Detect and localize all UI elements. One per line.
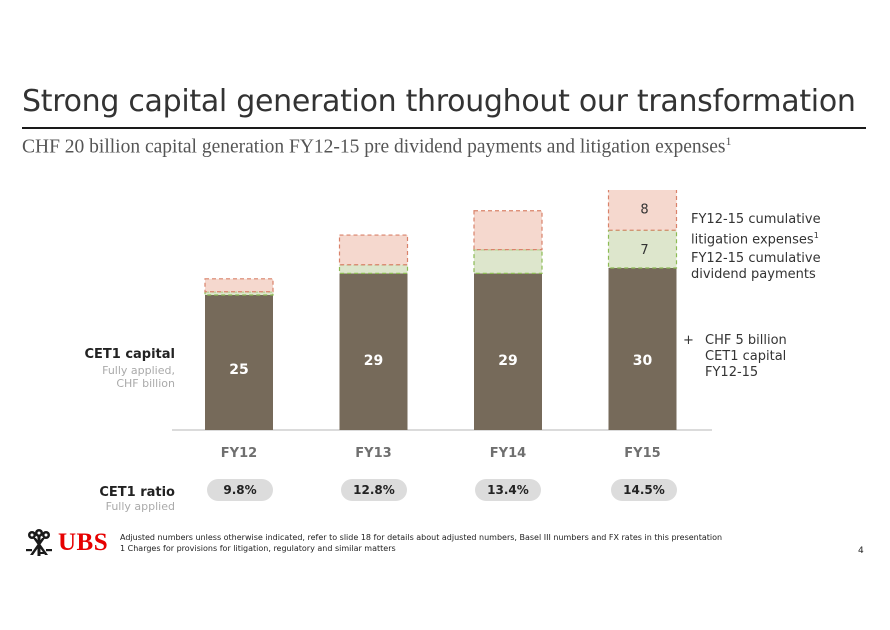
- capital-note-line1: CHF 5 billion: [705, 333, 787, 348]
- legend-dividend: FY12-15 cumulative dividend payments: [691, 251, 821, 283]
- plus-sign: +: [683, 333, 694, 348]
- label-capital-fy12: 25: [229, 362, 248, 378]
- cet1-capital-sublabel-1: Fully applied,: [102, 364, 175, 377]
- capital-note-line3: FY12-15: [705, 365, 759, 380]
- legend-dividend-line1: FY12-15 cumulative: [691, 251, 821, 266]
- capital-bar-chart: 25 FY12 29 FY13 29 FY14 30 7 8 FY15: [172, 190, 712, 461]
- bar-litigation-fy12: [204, 278, 274, 293]
- footnote-line-1: Adjusted numbers unless otherwise indica…: [120, 533, 723, 542]
- bar-dividend-fy15: [607, 229, 678, 269]
- title-divider: [22, 127, 866, 129]
- cet1-capital-sublabel-2: CHF billion: [116, 377, 175, 390]
- page-number: 4: [858, 546, 864, 556]
- ubs-logo-text: UBS: [58, 529, 109, 556]
- category-label-fy12: FY12: [221, 446, 257, 461]
- label-dividend-fy15: 7: [640, 243, 648, 258]
- label-capital-fy13: 29: [364, 353, 383, 369]
- cet1-ratio-label: CET1 ratio: [99, 485, 175, 500]
- bar-capital-fy12: [205, 295, 273, 430]
- label-litigation-fy15: 8: [640, 203, 648, 218]
- category-label-fy14: FY14: [490, 446, 526, 461]
- cet1-ratio-fy13: 12.8%: [341, 479, 407, 501]
- capital-note-line2: CET1 capital: [705, 349, 787, 364]
- bar-capital-fy15: [608, 268, 677, 430]
- bar-dividend-fy12: [204, 291, 274, 296]
- cet1-ratio-fy15: 14.5%: [611, 479, 677, 501]
- category-label-fy13: FY13: [355, 446, 391, 461]
- page-subtitle: CHF 20 billion capital generation FY12-1…: [22, 134, 732, 159]
- subtitle-text: CHF 20 billion capital generation FY12-1…: [22, 136, 726, 158]
- legend-litigation-footnote: 1: [813, 231, 819, 240]
- legend-litigation-line2-wrap: litigation expenses1: [691, 228, 821, 248]
- label-capital-fy14: 29: [498, 353, 517, 369]
- bar-capital-fy13: [339, 273, 408, 430]
- bar-dividend-fy14: [473, 249, 543, 274]
- cet1-ratio-fy14: 13.4%: [475, 479, 541, 501]
- page-title: Strong capital generation throughout our…: [22, 84, 856, 119]
- legend-litigation-line2: litigation expenses: [691, 232, 814, 248]
- capital-generation-note: CHF 5 billion CET1 capital FY12-15: [705, 333, 787, 381]
- subtitle-footnote-marker: 1: [725, 134, 732, 148]
- legend-dividend-line2: dividend payments: [691, 267, 816, 282]
- bar-litigation-fy13: [338, 234, 409, 266]
- bar-dividend-fy13: [338, 264, 409, 275]
- legend-litigation-line1: FY12-15 cumulative: [691, 212, 821, 227]
- legend-litigation: FY12-15 cumulative litigation expenses1: [691, 212, 821, 248]
- category-label-fy15: FY15: [624, 446, 660, 461]
- ubs-keys-icon: [26, 529, 52, 556]
- bar-capital-fy14: [474, 273, 542, 430]
- bar-litigation-fy14: [473, 210, 543, 251]
- cet1-capital-label: CET1 capital: [84, 347, 175, 362]
- cet1-ratio-fy12: 9.8%: [207, 479, 273, 501]
- label-capital-fy15: 30: [633, 353, 653, 369]
- footnote-line-2: 1 Charges for provisions for litigation,…: [120, 544, 396, 553]
- cet1-ratio-sublabel: Fully applied: [105, 500, 175, 513]
- bar-litigation-fy15: [607, 190, 678, 231]
